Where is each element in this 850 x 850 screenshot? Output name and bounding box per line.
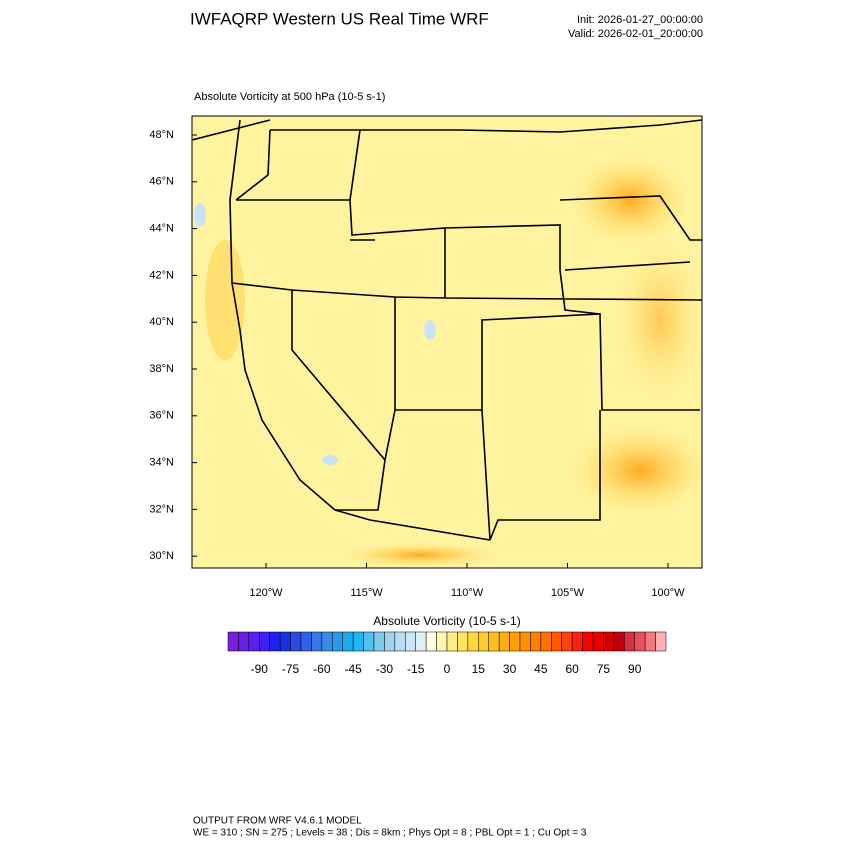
colorbar-box <box>613 631 625 652</box>
colorbar-tick-label: -75 <box>282 662 300 676</box>
lat-label: 46°N <box>149 176 174 188</box>
valid-time: Valid: 2026-02-01_20:00:00 <box>568 28 703 40</box>
colorbar-tick-label: -90 <box>251 662 269 676</box>
colorbar-box <box>248 631 260 652</box>
colorbar-box <box>603 631 615 652</box>
colorbar-box <box>551 631 562 652</box>
vorticity-max <box>570 425 702 515</box>
footer-line: WE = 310 ; SN = 275 ; Levels = 38 ; Dis … <box>193 828 587 839</box>
colorbar-box <box>415 631 427 652</box>
colorbar-box <box>279 631 291 652</box>
colorbar-box <box>644 631 656 652</box>
colorbar-box <box>467 631 479 652</box>
colorbar-box <box>290 631 302 652</box>
colorbar-box <box>624 631 635 652</box>
axis-ticks: 48°N 46°N 44°N 42°N 40°N 38°N 36°N 34°N 32°N 30°N… <box>149 129 685 599</box>
colorbar-box <box>238 631 250 652</box>
colorbar-tick-label: 90 <box>628 662 642 676</box>
colorbar-box <box>457 631 469 652</box>
map-subtitle: Absolute Vorticity at 500 hPa (10-5 s-1) <box>194 91 385 103</box>
colorbar-tick-label: 15 <box>472 662 486 676</box>
vorticity-min <box>194 203 206 227</box>
colorbar-box <box>227 631 239 652</box>
lat-label: 30°N <box>149 550 174 562</box>
title: IWFAQRP Western US Real Time WRF <box>190 9 489 28</box>
init-time: Init: 2026-01-27_00:00:00 <box>577 14 703 26</box>
lon-label: 110°W <box>451 587 484 599</box>
colorbar-box <box>478 631 489 652</box>
colorbar-tick-label: 60 <box>565 662 579 676</box>
colorbar-box <box>655 631 667 652</box>
colorbar-box <box>582 631 594 652</box>
colorbar-label: Absolute Vorticity (10-5 s-1) <box>373 614 520 628</box>
colorbar-box <box>394 631 406 652</box>
colorbar-box <box>446 631 458 652</box>
colorbar-box <box>342 631 354 652</box>
colorbar-tick-label: 30 <box>503 662 517 676</box>
colorbar-box <box>498 631 510 652</box>
colorbar-box <box>519 631 531 652</box>
lat-label: 42°N <box>149 269 174 281</box>
colorbar-tick-label: 75 <box>597 662 611 676</box>
lat-label: 48°N <box>149 129 174 141</box>
vorticity-max <box>340 543 500 567</box>
colorbar-tick-label: -60 <box>313 662 331 676</box>
colorbar-box <box>425 631 437 652</box>
colorbar-box <box>571 631 583 652</box>
colorbar-box <box>509 631 521 652</box>
colorbar-box <box>592 631 604 652</box>
colorbar-box <box>373 631 385 652</box>
vorticity-max <box>615 240 702 400</box>
lon-label: 120°W <box>249 587 283 599</box>
colorbar-box <box>332 631 343 652</box>
footer-line: OUTPUT FROM WRF V4.6.1 MODEL <box>193 816 362 827</box>
map-field <box>192 116 702 568</box>
lat-label: 40°N <box>149 316 174 328</box>
colorbar-tick-label: -30 <box>376 662 394 676</box>
lat-label: 34°N <box>149 457 174 469</box>
lon-label: 100°W <box>651 587 685 599</box>
colorbar-box <box>259 631 270 652</box>
lat-label: 36°N <box>149 410 174 422</box>
colorbar: -90 -75 -60 -45 -30 -15 0 15 30 45 60 75 90 <box>227 631 667 676</box>
colorbar-box <box>634 631 646 652</box>
vorticity-band <box>205 240 245 360</box>
lon-label: 115°W <box>350 587 383 599</box>
colorbar-box <box>269 631 281 652</box>
colorbar-box <box>405 631 416 652</box>
map-frame <box>191 115 703 569</box>
colorbar-box <box>540 631 552 652</box>
colorbar-box <box>363 631 375 652</box>
state-borders <box>192 119 702 541</box>
vorticity-max <box>570 155 690 245</box>
lon-label: 105°W <box>551 587 585 599</box>
vorticity-min <box>424 320 436 340</box>
vorticity-min <box>322 455 338 465</box>
colorbar-box <box>530 631 542 652</box>
colorbar-box <box>300 631 312 652</box>
lat-label: 38°N <box>149 363 174 375</box>
colorbar-box <box>561 631 573 652</box>
lat-label: 44°N <box>149 223 174 235</box>
coastline <box>229 119 336 511</box>
colorbar-tick-label: -15 <box>407 662 425 676</box>
colorbar-box <box>352 631 364 652</box>
colorbar-box <box>321 631 333 652</box>
colorbar-tick-label: 45 <box>534 662 548 676</box>
colorbar-box <box>384 631 396 652</box>
colorbar-box <box>436 631 448 652</box>
colorbar-tick-label: 0 <box>444 662 451 676</box>
colorbar-box <box>488 631 500 652</box>
lat-label: 32°N <box>149 503 174 515</box>
colorbar-tick-label: -45 <box>344 662 362 676</box>
colorbar-box <box>311 631 323 652</box>
